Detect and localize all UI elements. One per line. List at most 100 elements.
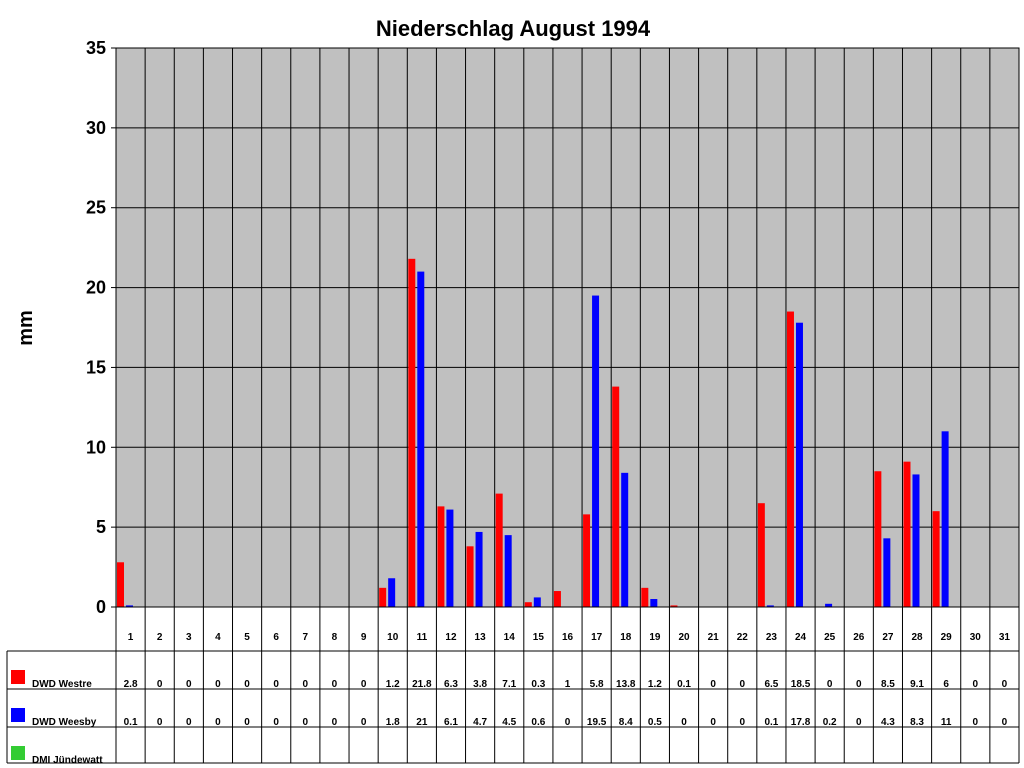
bar-weesby [592,295,600,607]
bar-weesby [475,531,483,607]
table-cell-value: 0 [973,717,979,728]
x-category-label: 12 [445,632,457,643]
x-category-label: 26 [853,632,865,643]
table-cell-value: 1.8 [386,717,400,728]
bar-westre [437,506,445,607]
table-cell-value: 0 [361,679,367,690]
x-category-label: 30 [970,632,982,643]
bar-weesby [795,322,803,607]
table-cell-value: 0 [215,717,221,728]
table-cell-value: 0.1 [677,679,691,690]
table-cell-value: 3.8 [473,679,487,690]
x-category-label: 28 [911,632,923,643]
bars [117,258,949,607]
data-table: 1 2 3 4 5 6 7 8 9 10 11 12 13 14 15 16 17 18 19 20 21 22 23 24 2… [6,606,1020,766]
table-cell-value: 0 [303,717,309,728]
table-cell-value: 6.5 [764,679,778,690]
x-category-label: 27 [882,632,894,643]
table-cell-value: 4.3 [881,717,895,728]
x-category-label: 14 [504,632,516,643]
x-category-label: 23 [766,632,778,643]
table-cell-value: 0 [710,679,716,690]
y-tick-label: 15 [86,357,106,377]
legend-swatch [11,708,25,722]
table-cell-value: 0 [186,679,192,690]
table-cell-value: 1.2 [386,679,400,690]
table-cell-value: 11 [941,717,952,728]
table-cell-value: 0 [332,717,338,728]
y-tick-label: 20 [86,278,106,298]
bar-weesby [533,597,541,607]
bar-weesby [941,431,949,607]
table-cell-value: 5.8 [590,679,604,690]
x-category-label: 31 [999,632,1011,643]
table-cell-value: 0 [215,679,221,690]
table-cell-value: 18.5 [791,679,811,690]
x-category-label: 21 [708,632,720,643]
y-axis-ticks: 0 5 10 15 20 25 30 35 [86,38,116,617]
bar-westre [874,471,882,607]
table-cell-value: 0.6 [531,717,545,728]
table-cell-value: 21 [416,717,428,728]
bar-weesby [912,474,920,607]
table-cell-value: 6.3 [444,679,458,690]
bar-westre [932,511,940,607]
table-cell-value: 17.8 [791,717,811,728]
bar-westre [379,587,387,607]
bar-westre [495,493,503,607]
x-category-label: 4 [215,632,221,643]
bar-westre [670,605,678,607]
table-cell-value: 0 [565,717,571,728]
table-cell-value: 0 [361,717,367,728]
table-cell-value: 0 [332,679,338,690]
table-cell-value: 2.8 [124,679,138,690]
table-cell-value: 0 [273,717,279,728]
bar-westre [524,602,532,607]
table-cell-value: 0 [856,717,862,728]
legend-label: DWD Weesby [32,717,97,728]
table-cell-value: 0.1 [764,717,778,728]
x-category-label: 7 [303,632,309,643]
bar-westre [408,258,416,607]
bar-westre [786,311,794,607]
x-category-label: 16 [562,632,574,643]
table-cell-value: 1 [565,679,571,690]
table-cell-value: 0 [681,717,687,728]
table-cell-value: 7.1 [502,679,516,690]
table-cell-value: 0 [244,717,250,728]
table-cell-value: 9.1 [910,679,924,690]
table-cell-value: 0 [244,679,250,690]
table-cell-value: 6 [943,679,949,690]
x-category-label: 2 [157,632,163,643]
x-category-label: 25 [824,632,836,643]
table-cell-value: 21.8 [412,679,432,690]
x-category-label: 29 [941,632,953,643]
x-category-label: 1 [128,632,134,643]
table-cell-value: 0 [1002,679,1008,690]
grid-lines [116,48,1019,607]
x-category-label: 9 [361,632,367,643]
chart-title: Niederschlag August 1994 [376,16,651,41]
bar-weesby [883,538,891,607]
table-cell-value: 4.7 [473,717,487,728]
legend-label: DMI Jündewatt [32,755,103,766]
y-tick-label: 30 [86,118,106,138]
bar-westre [641,587,649,607]
bar-westre [117,562,124,607]
table-cell-value: 4.5 [502,717,516,728]
bar-weesby [126,605,133,607]
x-category-label: 15 [533,632,545,643]
table-cell-value: 13.8 [616,679,636,690]
x-category-label: 10 [387,632,399,643]
x-category-label: 19 [649,632,661,643]
bar-westre [612,386,620,607]
y-tick-label: 25 [86,198,106,218]
table-cell-value: 0 [739,717,745,728]
x-category-label: 20 [678,632,690,643]
table-cell-value: 0.2 [823,717,837,728]
table-cell-value: 0 [739,679,745,690]
table-cell-value: 0 [186,717,192,728]
table-cell-value: 0 [303,679,309,690]
x-category-label: 6 [273,632,279,643]
table-cell-value: 6.1 [444,717,458,728]
